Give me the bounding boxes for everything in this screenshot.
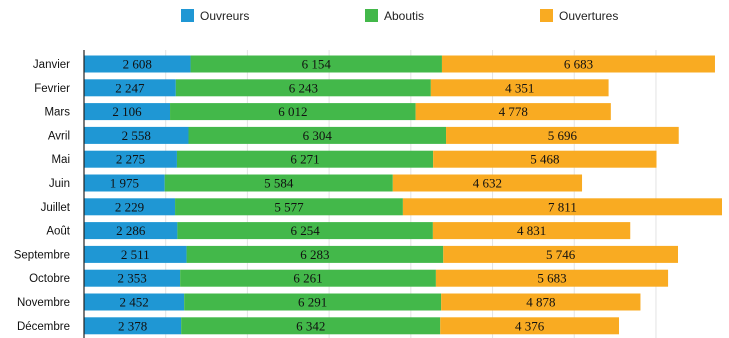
value-label: 4 376 (515, 318, 545, 333)
value-label: 5 584 (264, 176, 294, 191)
bar-segment-aboutis (180, 269, 436, 287)
bar-segment-ouvreurs (84, 174, 165, 192)
value-label: 4 351 (505, 80, 534, 95)
value-label: 5 683 (537, 271, 566, 286)
value-label: 2 247 (115, 80, 145, 95)
value-label: 2 452 (119, 295, 148, 310)
legend-swatch-ouvertures (540, 9, 553, 22)
category-label: Décembre (17, 321, 70, 333)
category-label: Septembre (14, 249, 70, 261)
bar-segment-aboutis (175, 79, 431, 97)
bar-segment-aboutis (164, 174, 393, 192)
category-label: Juillet (41, 202, 71, 214)
legend-label-ouvreurs: Ouvreurs (200, 9, 249, 23)
value-label: 6 261 (293, 271, 322, 286)
bar-segment-aboutis (176, 150, 434, 168)
bar-segment-ouvreurs (84, 55, 191, 73)
bar-segment-ouvertures (392, 174, 583, 192)
bar-segment-ouvreurs (84, 317, 182, 335)
bar-segment-aboutis (188, 126, 447, 144)
legend-label-aboutis: Aboutis (384, 9, 424, 23)
bar-segment-aboutis (184, 293, 442, 311)
bar-segment-ouvreurs (84, 126, 189, 144)
legend-swatch-aboutis (365, 9, 378, 22)
value-label: 6 304 (303, 128, 333, 143)
bar-segment-ouvreurs (84, 222, 178, 240)
bar-segment-aboutis (170, 103, 416, 121)
value-label: 5 577 (274, 199, 304, 214)
value-label: 2 106 (112, 104, 142, 119)
bar-segment-ouvreurs (84, 245, 187, 263)
category-label: Octobre (29, 273, 70, 285)
value-label: 2 558 (122, 128, 151, 143)
value-label: 6 012 (278, 104, 307, 119)
bar-segment-ouvertures (441, 293, 641, 311)
value-label: 6 254 (291, 223, 321, 238)
value-label: 6 342 (296, 318, 325, 333)
value-label: 4 778 (499, 104, 528, 119)
bar-segment-ouvertures (441, 55, 715, 73)
value-label: 2 229 (115, 199, 144, 214)
category-label: Janvier (33, 59, 70, 71)
bar-segment-ouvertures (443, 245, 679, 263)
value-label: 2 286 (116, 223, 146, 238)
bar-segment-ouvertures (402, 198, 722, 216)
category-label: Fevrier (34, 83, 70, 95)
value-label: 4 632 (473, 176, 502, 191)
value-label: 2 608 (123, 57, 152, 72)
legend: Ouvreurs Aboutis Ouvertures (181, 9, 618, 23)
bar-segment-ouvertures (435, 269, 669, 287)
bar-segment-ouvertures (430, 79, 609, 97)
value-label: 5 468 (530, 152, 559, 167)
bar-segment-ouvreurs (84, 269, 181, 287)
bars (84, 55, 722, 335)
bar-segment-ouvreurs (84, 150, 177, 168)
bar-segment-aboutis (181, 317, 441, 335)
value-label: 2 378 (118, 318, 147, 333)
bar-segment-aboutis (190, 55, 442, 73)
value-label: 6 683 (564, 57, 593, 72)
bar-segment-ouvreurs (84, 198, 176, 216)
value-label: 2 353 (117, 271, 146, 286)
value-label: 6 271 (290, 152, 319, 167)
bar-segment-ouvreurs (84, 79, 176, 97)
value-label: 6 283 (300, 247, 329, 262)
value-label: 6 243 (289, 80, 318, 95)
legend-swatch-ouvreurs (181, 9, 194, 22)
category-label: Août (46, 226, 70, 238)
value-label: 2 275 (116, 152, 145, 167)
value-label: 4 831 (517, 223, 546, 238)
bar-segment-ouvreurs (84, 293, 185, 311)
bar-segment-ouvertures (440, 317, 620, 335)
grid-lines (165, 50, 657, 338)
value-label: 7 811 (548, 199, 577, 214)
bar-segment-ouvertures (432, 222, 631, 240)
value-label: 4 878 (526, 295, 555, 310)
bar-segment-ouvreurs (84, 103, 171, 121)
value-label: 6 154 (302, 57, 332, 72)
bar-segment-aboutis (175, 198, 403, 216)
category-labels: Janvier Fevrier Mars Avril Mai Juin Juillet Aoû… (14, 59, 71, 333)
bar-segment-ouvertures (433, 150, 657, 168)
value-labels: 2 608 6 154 6 683 2 247 6 243 4 351 2 106 6 012… (110, 57, 593, 334)
category-label: Mars (44, 107, 70, 119)
category-label: Juin (49, 178, 70, 190)
value-label: 5 746 (546, 247, 576, 262)
value-label: 2 511 (121, 247, 150, 262)
value-label: 6 291 (298, 295, 327, 310)
bar-segment-ouvertures (446, 126, 679, 144)
legend-label-ouvertures: Ouvertures (559, 9, 618, 23)
bar-segment-ouvertures (415, 103, 611, 121)
category-label: Novembre (17, 297, 70, 309)
value-label: 5 696 (548, 128, 578, 143)
category-label: Avril (48, 130, 70, 142)
category-label: Mai (51, 154, 70, 166)
bar-segment-aboutis (177, 222, 433, 240)
bar-segment-aboutis (186, 245, 444, 263)
value-label: 1 975 (110, 176, 139, 191)
